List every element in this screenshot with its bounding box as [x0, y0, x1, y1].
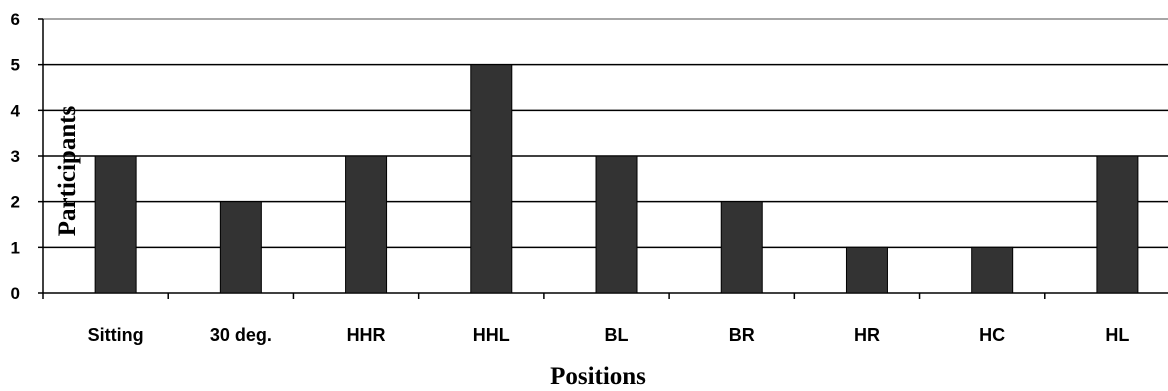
y-tick-label: 3 [11, 147, 20, 166]
x-tick-label: Sitting [88, 325, 144, 345]
x-axis-title: Positions [550, 363, 646, 390]
y-tick-label: 0 [11, 284, 20, 303]
bar [345, 155, 388, 294]
x-tick-label: BL [605, 325, 629, 345]
x-ticks: Sitting 30 deg. HHR HHL BL BR HR HC HL [42, 293, 1129, 345]
bar [595, 155, 638, 294]
y-tick-label: 1 [11, 238, 20, 257]
y-axis-title: Participants [54, 105, 81, 236]
bars [94, 64, 1139, 294]
y-tick-labels: 0 1 2 3 4 5 6 [11, 10, 43, 303]
y-tick-label: 5 [11, 56, 20, 75]
x-tick-label: 30 deg. [210, 325, 272, 345]
bar [845, 246, 888, 294]
y-tick-label: 2 [11, 193, 20, 212]
y-tick-label: 4 [11, 101, 21, 120]
x-tick-label: HHR [347, 325, 386, 345]
bar [470, 64, 513, 294]
x-tick-label: HC [979, 325, 1005, 345]
bar [720, 201, 763, 294]
x-tick-label: HL [1105, 325, 1129, 345]
x-tick-label: HHL [473, 325, 510, 345]
x-tick-label: BR [729, 325, 755, 345]
bar [94, 155, 137, 294]
y-tick-label: 6 [11, 10, 20, 29]
x-tick-label: HR [854, 325, 880, 345]
bar [1096, 155, 1139, 294]
bar [219, 201, 262, 294]
bar [971, 246, 1014, 294]
